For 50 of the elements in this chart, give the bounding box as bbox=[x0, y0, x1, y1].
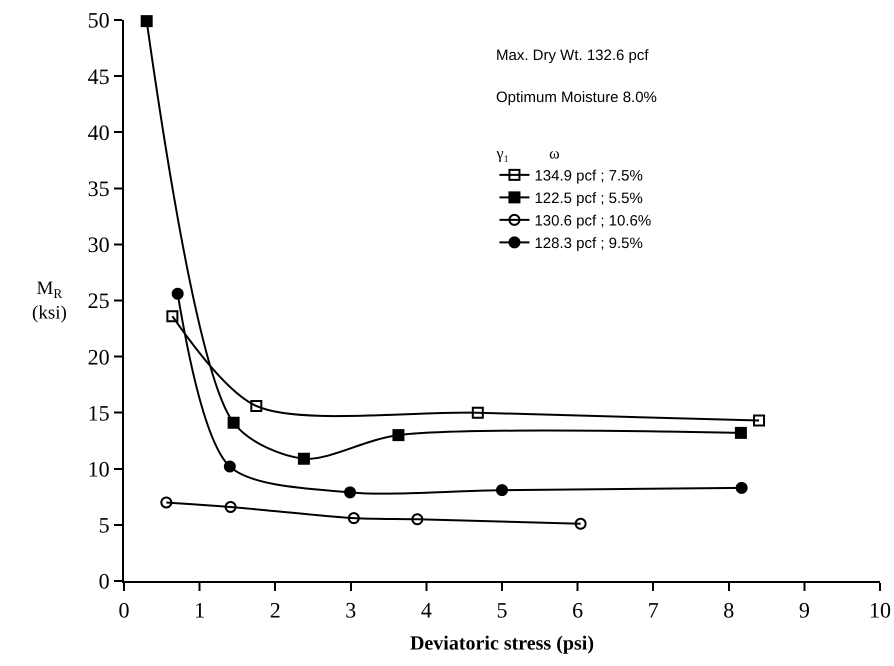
x-tick-label: 3 bbox=[345, 597, 356, 622]
x-tick-label: 6 bbox=[572, 597, 584, 622]
point bbox=[224, 500, 237, 513]
x-axis-title: Deviatoric stress (psi) bbox=[410, 632, 594, 654]
y-tick-label: 45 bbox=[88, 64, 110, 89]
y-tick-label: 20 bbox=[88, 344, 110, 370]
y-tick-label: 40 bbox=[88, 120, 110, 145]
point bbox=[392, 429, 404, 442]
x-tick-label: 4 bbox=[420, 597, 432, 622]
legend-label: 130.6 pcf ; 10.6% bbox=[534, 212, 652, 230]
point bbox=[348, 512, 360, 524]
annotation: Optimum Moisture 8.0% bbox=[496, 89, 657, 106]
x-tick-label: 1 bbox=[194, 597, 206, 622]
point bbox=[298, 452, 310, 465]
x-tick-label: 10 bbox=[869, 597, 891, 622]
y-axis-title: M$_{R}$ (ksi) bbox=[32, 278, 67, 324]
y-tick-label: 0 bbox=[98, 568, 110, 594]
point bbox=[472, 406, 484, 419]
point bbox=[228, 416, 240, 429]
y-tick-label: 25 bbox=[88, 288, 110, 314]
x-tick-label: 7 bbox=[648, 597, 659, 622]
point bbox=[736, 482, 748, 494]
x-tick-label: 8 bbox=[723, 597, 734, 622]
x-tick-label: 0 bbox=[118, 597, 130, 622]
x-tick-label: 9 bbox=[798, 597, 810, 622]
point bbox=[344, 486, 356, 498]
y-tick-label: 15 bbox=[88, 400, 110, 426]
point bbox=[166, 310, 178, 322]
x-tick-label: 5 bbox=[496, 597, 508, 622]
y-tick-label: 30 bbox=[88, 232, 110, 258]
point bbox=[574, 518, 587, 530]
point bbox=[734, 426, 747, 439]
legend-title: γ₁ ω bbox=[495, 146, 560, 163]
point bbox=[411, 513, 424, 526]
point bbox=[172, 288, 184, 300]
y-tick-label: 35 bbox=[88, 176, 110, 201]
annotation: Max. Dry Wt. 132.6 pcf bbox=[496, 47, 650, 64]
point bbox=[140, 15, 153, 28]
point bbox=[224, 460, 236, 473]
point bbox=[160, 496, 172, 508]
legend-label: 122.5 pcf ; 5.5% bbox=[534, 190, 643, 208]
y-tick-label: 5 bbox=[98, 512, 110, 538]
y-tick-label: 50 bbox=[88, 8, 110, 33]
y-tick-label: 10 bbox=[88, 456, 110, 482]
point bbox=[753, 414, 766, 427]
point bbox=[250, 400, 262, 412]
x-tick-label: 2 bbox=[270, 597, 281, 622]
legend-label: 134.9 pcf ; 7.5% bbox=[534, 168, 643, 185]
legend-label: 128.3 pcf ; 9.5% bbox=[534, 235, 643, 252]
point bbox=[496, 484, 508, 496]
